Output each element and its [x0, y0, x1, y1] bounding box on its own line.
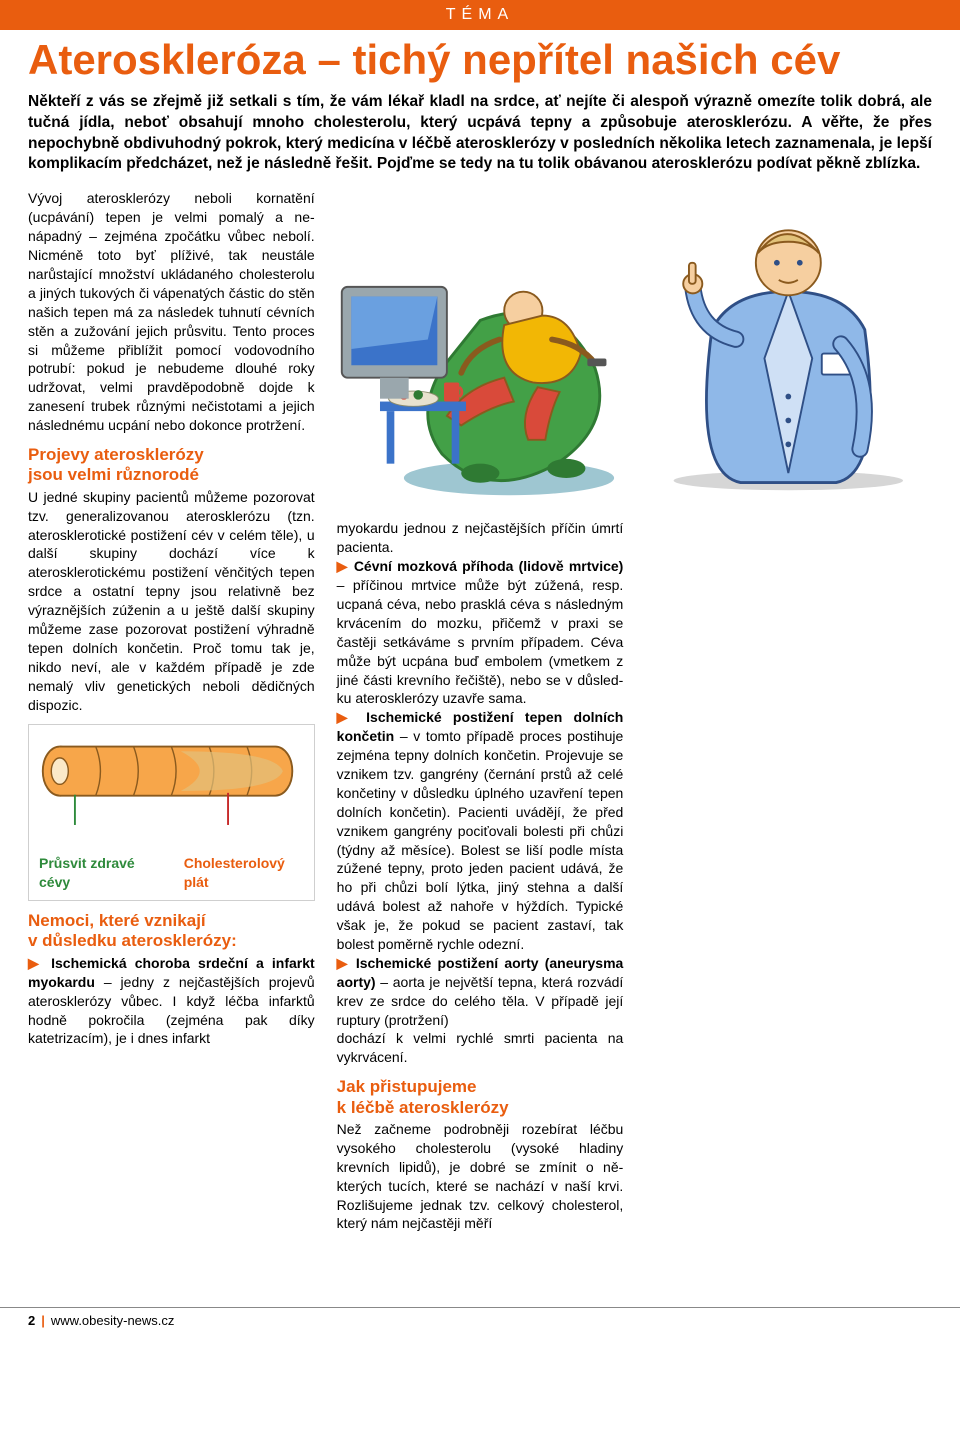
illustration-couch-tv [337, 189, 624, 509]
subhead-nemoci: Nemoci, které vznikají v důsledku ateros… [28, 911, 315, 952]
vessel-svg [39, 735, 304, 845]
page-footer: 2 | www.obesity-news.cz [0, 1307, 960, 1330]
p5-rest: – příčinou mrtvice může být zúžená, resp… [337, 577, 624, 706]
lead-paragraph: Někteří z vás se zřejmě již setkali s tí… [28, 92, 932, 176]
bullet-icon: ▶ [337, 558, 354, 574]
vessel-diagram: Průsvit zdravé cévy Cholesterolový plát [28, 724, 315, 901]
p7-rest: – aorta je největší tepna, která rozvádí… [337, 974, 624, 1028]
bullet-icon: ▶ [28, 955, 51, 971]
subhead-nemoci-line1: Nemoci, které vznikají [28, 911, 206, 930]
body-p9: Než začneme podrobněji rozebírat léčbu v… [337, 1120, 624, 1233]
p6-rest: – v tomto případě proces postihuje zejmé… [337, 728, 624, 952]
article-headline: Ateroskleróza – tichý nepřítel našich cé… [28, 38, 932, 82]
body-p8: dochází k velmi rychlé smrti pacienta na… [337, 1029, 624, 1067]
footer-separator-icon: | [41, 1312, 45, 1330]
subhead-nemoci-line2: v důsledku aterosklerózy: [28, 931, 237, 950]
footer-site: www.obesity-news.cz [51, 1312, 175, 1330]
vessel-label-plaque: Cholesterolový plát [184, 854, 304, 892]
article-body-columns: Vývoj aterosklerózy neboli kornatění (uc… [28, 189, 932, 1299]
body-p5: ▶ Cévní mozková příhoda (lidově mrtvice)… [337, 557, 624, 708]
body-p1: Vývoj aterosklerózy neboli kornatění (uc… [28, 189, 315, 435]
subhead-lecba-line2: k léčbě aterosklerózy [337, 1098, 509, 1117]
subhead-projevy-line2: jsou velmi různorodé [28, 465, 199, 484]
body-p3: ▶ Ischemická choroba srdeční a in­farkt … [28, 954, 315, 1048]
subhead-projevy-line1: Projevy aterosklerózy [28, 445, 204, 464]
vessel-label-lumen: Průsvit zdravé cévy [39, 854, 160, 892]
bullet-icon: ▶ [337, 709, 366, 725]
p5-bold: Cévní mozková příhoda (lidově mrtvice) [354, 558, 624, 574]
body-p6: ▶ Ischemické postižení tepen dol­ních ko… [337, 708, 624, 954]
body-p2: U jedné skupiny pacientů můžeme po­zorov… [28, 488, 315, 715]
footer-page-number: 2 [28, 1312, 35, 1330]
body-p7: ▶ Ischemické postižení aorty (ane­urysma… [337, 954, 624, 1030]
body-p4: myokardu jednou z nejčastějších příčin ú… [337, 519, 624, 557]
subhead-projevy: Projevy aterosklerózy jsou velmi různoro… [28, 445, 315, 486]
subhead-lecba-line1: Jak přistupujeme [337, 1077, 477, 1096]
illustration-doctor [645, 189, 932, 499]
bullet-icon: ▶ [337, 955, 356, 971]
subhead-lecba: Jak přistupujeme k léčbě aterosklerózy [337, 1077, 624, 1118]
section-banner: TÉMA [0, 0, 960, 30]
